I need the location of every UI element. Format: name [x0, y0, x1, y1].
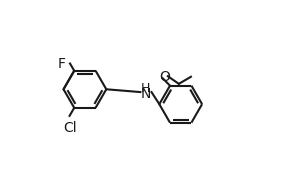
Text: Cl: Cl: [63, 121, 76, 135]
Text: F: F: [58, 57, 66, 70]
Text: O: O: [160, 70, 170, 84]
Text: H: H: [141, 82, 150, 95]
Text: N: N: [140, 87, 151, 101]
